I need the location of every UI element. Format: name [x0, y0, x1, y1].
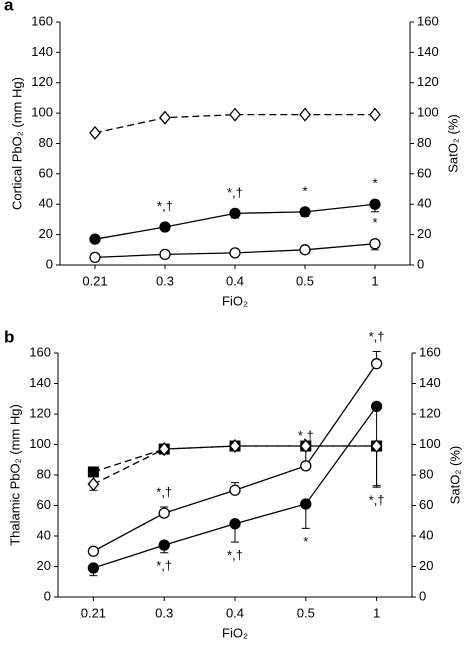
marker [159, 248, 171, 261]
y2-tick-label: 120 [419, 405, 441, 420]
x-tick-label: 1 [373, 605, 380, 620]
marker [229, 107, 241, 122]
y2-axis-label: SatO₂ (%) [445, 114, 460, 173]
y-tick-label: 80 [39, 135, 53, 150]
annotation: *,† [156, 558, 172, 573]
x-tick-label: 1 [371, 273, 378, 288]
marker [369, 238, 381, 250]
y2-tick-label: 100 [419, 436, 441, 451]
y-tick-label: 40 [37, 527, 51, 542]
x-axis-label: FiO₂ [222, 293, 248, 308]
marker [87, 477, 100, 492]
y-tick-label: 160 [29, 344, 51, 359]
annotation: *,† [369, 329, 385, 344]
y-tick-label: 0 [46, 256, 53, 271]
y-tick-label: 160 [31, 13, 53, 28]
y-tick-label: 140 [29, 375, 51, 390]
y-tick-label: 20 [39, 226, 53, 241]
marker [229, 518, 241, 530]
marker [229, 247, 241, 259]
x-tick-label: 0.5 [297, 605, 315, 620]
y-tick-label: 40 [39, 196, 53, 211]
y-tick-label: 140 [31, 44, 53, 59]
annotation: *,† [157, 198, 173, 213]
marker [158, 442, 171, 457]
x-tick-label: 0.21 [81, 605, 106, 620]
y-tick-label: 120 [29, 405, 51, 420]
annotation: *,† [298, 428, 314, 443]
marker [87, 562, 100, 574]
annotation: *,† [227, 185, 243, 200]
y2-tick-label: 40 [417, 196, 431, 211]
x-tick-label: 0.5 [296, 273, 314, 288]
y2-tick-label: 40 [419, 527, 433, 542]
marker [87, 466, 99, 478]
marker [299, 244, 311, 256]
marker [369, 107, 381, 122]
marker [369, 198, 381, 210]
annotation: *,† [369, 493, 385, 508]
y-tick-label: 60 [37, 497, 51, 512]
y2-tick-label: 140 [417, 44, 439, 59]
annotation: *,† [156, 484, 172, 499]
marker [300, 460, 312, 472]
y2-tick-label: 80 [417, 135, 431, 150]
y2-tick-label: 20 [419, 558, 433, 573]
y2-tick-label: 0 [417, 256, 424, 271]
y2-tick-label: 100 [417, 105, 439, 120]
y-axis-label: Thalamic PbO₂ (mm Hg) [7, 404, 22, 546]
y2-tick-label: 160 [417, 13, 439, 28]
annotation: * [372, 215, 377, 230]
annotation: * [372, 176, 377, 191]
y2-tick-label: 20 [417, 226, 431, 241]
y2-tick-label: 60 [419, 497, 433, 512]
y-tick-label: 0 [44, 588, 51, 603]
y2-tick-label: 140 [419, 375, 441, 390]
x-tick-label: 0.21 [82, 273, 107, 288]
marker [299, 206, 311, 218]
y-tick-label: 100 [31, 105, 53, 120]
y2-tick-label: 80 [419, 466, 433, 481]
marker [229, 207, 241, 220]
x-tick-label: 0.3 [155, 605, 173, 620]
panel-label: b [4, 327, 14, 346]
x-tick-label: 0.3 [156, 273, 174, 288]
series-line [94, 113, 375, 134]
annotation: * [302, 183, 307, 198]
marker [370, 400, 383, 413]
y-tick-label: 120 [31, 74, 53, 89]
marker [158, 507, 170, 519]
marker [159, 110, 171, 125]
marker [229, 439, 241, 454]
y-tick-label: 100 [29, 436, 51, 451]
annotation: *,† [227, 548, 243, 563]
y-axis-label: Cortical PbO₂ (mm Hg) [9, 77, 24, 210]
y2-axis-label: SatO₂ (%) [447, 446, 462, 505]
marker [370, 439, 383, 454]
x-tick-label: 0.4 [226, 273, 244, 288]
panel-label: a [4, 0, 14, 14]
x-tick-label: 0.4 [226, 605, 244, 620]
marker [229, 484, 241, 496]
y2-tick-label: 60 [417, 165, 431, 180]
y-tick-label: 20 [37, 558, 51, 573]
marker [87, 545, 100, 557]
marker [89, 233, 101, 245]
y2-tick-label: 120 [417, 74, 439, 89]
marker [299, 439, 312, 454]
marker [370, 358, 383, 370]
annotation: * [303, 534, 308, 549]
marker [158, 539, 170, 551]
marker [299, 107, 311, 122]
x-axis-label: FiO₂ [222, 625, 248, 640]
marker [89, 251, 101, 264]
y-tick-label: 80 [37, 466, 51, 481]
y2-tick-label: 160 [419, 344, 441, 359]
marker [89, 125, 101, 140]
y2-tick-label: 0 [419, 588, 426, 603]
y-tick-label: 60 [39, 165, 53, 180]
marker [300, 498, 312, 510]
marker [159, 221, 171, 233]
